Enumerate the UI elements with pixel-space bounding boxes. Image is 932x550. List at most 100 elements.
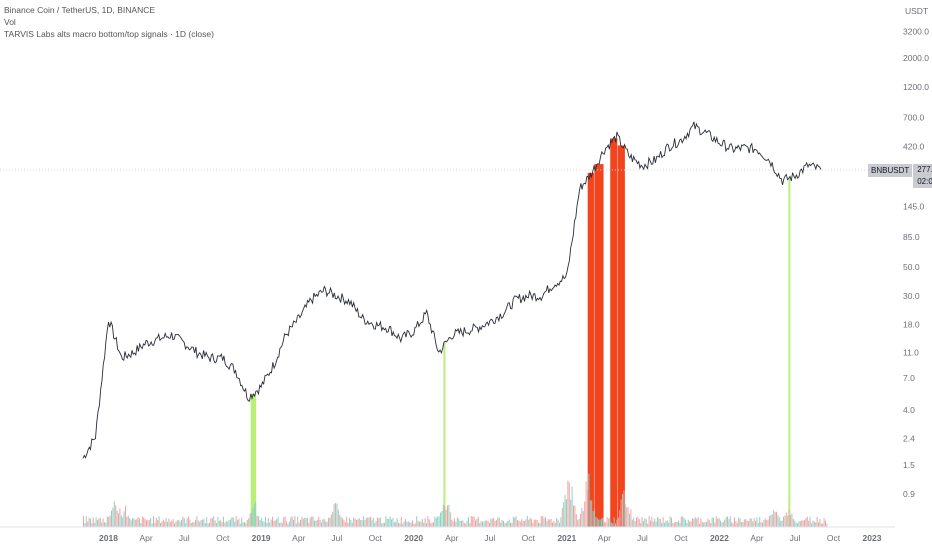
bottom-signal-bar <box>788 178 791 527</box>
volume-bar <box>370 516 371 527</box>
volume-bar <box>468 517 469 527</box>
volume-bar <box>344 522 346 527</box>
volume-bar <box>748 521 749 527</box>
volume-bar <box>374 523 376 527</box>
volume-bar <box>273 520 275 527</box>
volume-bar <box>629 513 630 527</box>
volume-bar <box>512 516 514 527</box>
y-tick-label: 420.0 <box>903 142 925 152</box>
volume-bar <box>757 523 759 527</box>
volume-bar <box>375 521 377 527</box>
price-axis[interactable]: 3200.0 2000.0 1200.0 700.0 420.0 145.0 85.0 50.… <box>903 27 929 499</box>
volume-bar <box>417 520 419 527</box>
volume-bar <box>595 516 597 527</box>
x-tick-label: 2022 <box>710 533 729 543</box>
volume-bar <box>700 518 702 527</box>
volume-bar <box>616 519 618 527</box>
volume-bar <box>463 522 465 527</box>
volume-bar <box>466 520 468 527</box>
top-signal-bar <box>610 138 618 528</box>
volume-bar <box>592 511 594 527</box>
volume-bar <box>216 523 217 527</box>
volume-bar <box>295 523 297 527</box>
volume-bar <box>563 502 565 527</box>
volume-bar <box>568 482 570 527</box>
volume-bar <box>676 521 678 527</box>
volume-bar <box>756 517 758 527</box>
volume-bar <box>325 521 327 527</box>
volume-bar <box>546 520 548 527</box>
volume-bar <box>496 520 497 527</box>
time-axis[interactable]: 2018 Apr Jul Oct 2019 Apr Jul Oct 2020 Apr Jul Oct 2… <box>99 533 882 543</box>
x-tick-label: Apr <box>139 533 152 543</box>
volume-bar <box>678 520 679 527</box>
volume-bar <box>258 516 259 527</box>
volume-bar <box>685 519 686 527</box>
volume-bar <box>140 523 142 527</box>
volume-bar <box>713 517 714 527</box>
volume-bar <box>259 520 261 527</box>
volume-bar <box>819 519 821 527</box>
volume-bar <box>442 504 444 527</box>
volume-bar <box>160 523 161 527</box>
volume-bar <box>801 520 803 527</box>
volume-bar <box>619 510 621 527</box>
volume-bar <box>146 520 147 527</box>
x-tick-label: 2020 <box>404 533 423 543</box>
volume-bar <box>542 516 544 527</box>
volume-bar <box>399 523 401 527</box>
volume-bar <box>340 516 342 527</box>
volume-bar <box>150 518 152 527</box>
y-tick-label: 11.0 <box>903 348 919 358</box>
volume-bar <box>699 523 700 527</box>
volume-bar <box>95 517 97 527</box>
volume-bar <box>385 516 387 527</box>
volume-bar <box>657 517 658 527</box>
volume-bar <box>427 516 429 527</box>
volume-bar <box>220 520 222 527</box>
volume-bar <box>189 519 191 527</box>
volume-bar <box>228 520 230 527</box>
volume-bar <box>539 522 541 527</box>
volume-bar <box>195 519 196 527</box>
volume-bar <box>567 480 569 527</box>
x-tick-label: Jul <box>484 533 495 543</box>
volume-bar <box>608 518 609 527</box>
volume-bar <box>378 518 380 527</box>
volume-bar <box>186 518 188 527</box>
volume-bar <box>281 522 283 527</box>
volume-bar <box>763 520 765 527</box>
volume-bar <box>308 522 310 527</box>
volume-bar <box>638 519 640 527</box>
volume-bar <box>435 517 437 527</box>
volume-bar <box>288 521 290 527</box>
volume-bar <box>372 517 374 527</box>
volume-bar <box>164 521 166 527</box>
volume-bar <box>645 519 647 527</box>
volume-bar <box>701 521 703 527</box>
volume-bar <box>627 507 629 527</box>
volume-bar <box>144 518 146 527</box>
volume-bar <box>774 511 776 527</box>
volume-bar <box>176 520 178 527</box>
volume-bar <box>631 519 633 527</box>
volume-bar <box>655 521 657 527</box>
volume-bar <box>594 509 595 527</box>
volume-bar <box>664 522 665 527</box>
volume-bar <box>686 522 688 527</box>
volume-bar <box>564 494 566 527</box>
volume-bar <box>554 522 556 527</box>
volume-bar <box>662 517 664 527</box>
volume-bar <box>120 515 122 527</box>
volume-bar <box>108 516 110 527</box>
volume-bar <box>420 521 422 527</box>
y-tick-label: 0.9 <box>903 489 915 499</box>
volume-bar <box>652 521 654 527</box>
volume-bar <box>227 521 229 527</box>
volume-bar <box>132 518 133 527</box>
volume-bar <box>84 523 86 527</box>
volume-bar <box>438 516 440 527</box>
x-tick-label: Jul <box>790 533 801 543</box>
volume-bar <box>272 516 273 527</box>
